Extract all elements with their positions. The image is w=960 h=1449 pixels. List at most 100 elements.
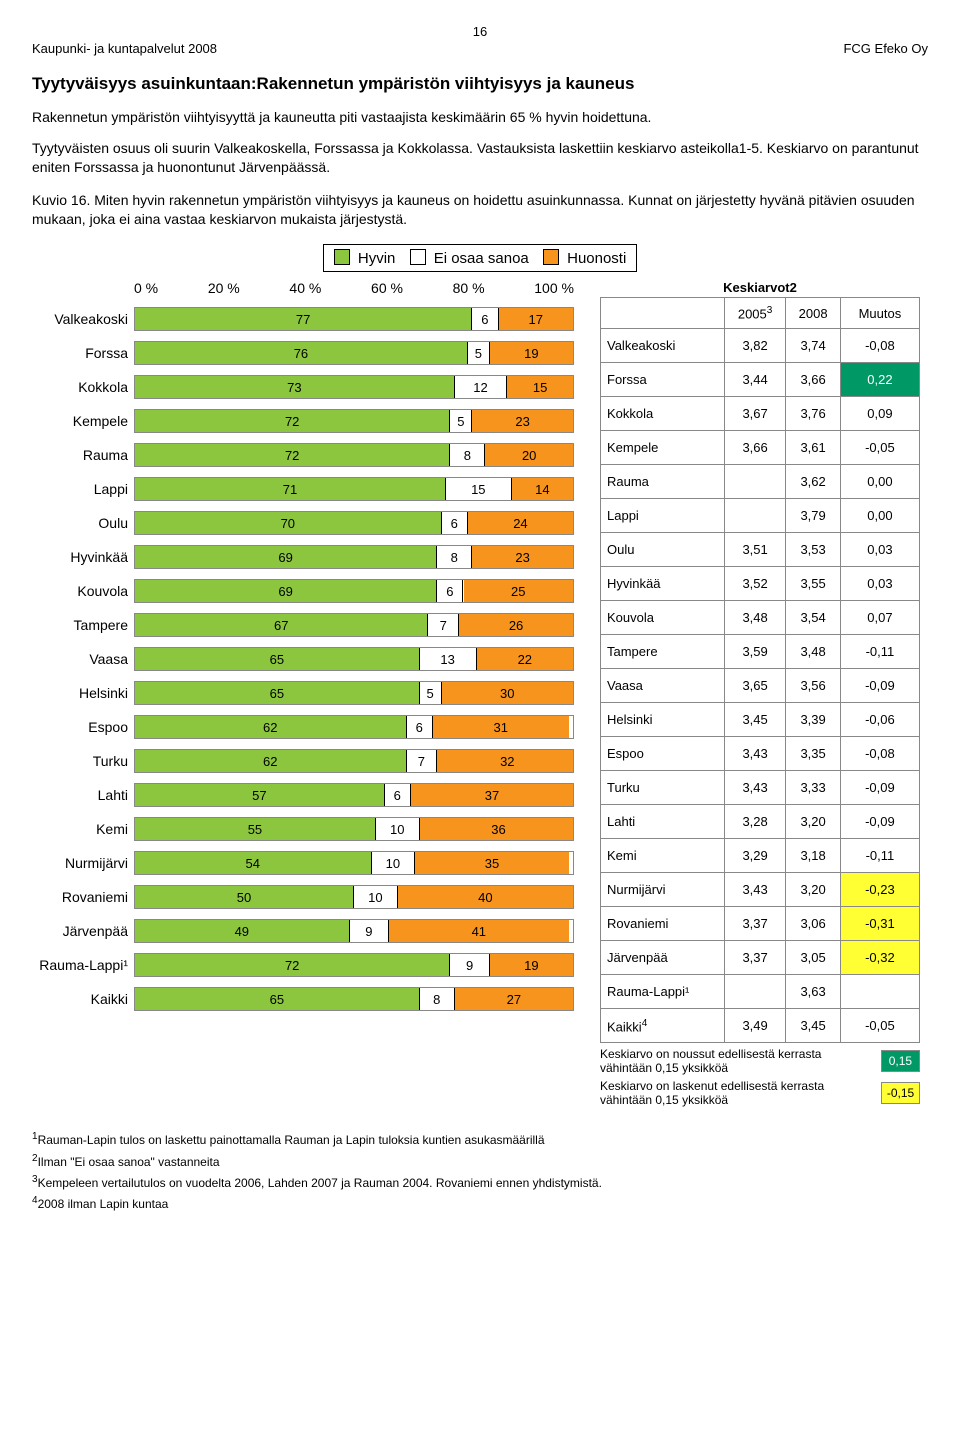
bar-segment: 15 xyxy=(446,478,512,500)
legend-label: Huonosti xyxy=(563,250,626,267)
bar-segment: 9 xyxy=(350,920,389,942)
table-cell: 3,20 xyxy=(786,873,840,907)
bar-segment: 62 xyxy=(135,716,407,738)
table-cell-name: Rauma-Lappi¹ xyxy=(601,975,725,1009)
table-cell: -0,05 xyxy=(840,1009,919,1043)
bar-segment: 17 xyxy=(499,308,573,330)
bar-segment: 6 xyxy=(407,716,433,738)
legend-swatch xyxy=(410,249,426,265)
bar-segment: 65 xyxy=(135,988,420,1010)
table-cell: 3,29 xyxy=(724,839,786,873)
bar-segment: 6 xyxy=(437,580,463,602)
bar-row: Kokkola731215 xyxy=(32,370,592,404)
table-cell: 0,00 xyxy=(840,465,919,499)
table-cell-name: Järvenpää xyxy=(601,941,725,975)
bar-label: Rauma xyxy=(32,447,134,463)
table-cell: 3,05 xyxy=(786,941,840,975)
table-cell: 0,00 xyxy=(840,499,919,533)
intro-p1: Rakennetun ympäristön viihtyisyyttä ja k… xyxy=(32,108,928,127)
table-cell: 3,20 xyxy=(786,805,840,839)
bar-row: Kaikki65827 xyxy=(32,982,592,1016)
table-cell: 3,35 xyxy=(786,737,840,771)
bar-segment: 32 xyxy=(437,750,574,772)
bar-segment: 5 xyxy=(450,410,472,432)
table-col-header: Muutos xyxy=(840,298,919,329)
bar-row: Nurmijärvi541035 xyxy=(32,846,592,880)
table-cell: 3,37 xyxy=(724,941,786,975)
table-cell: 0,22 xyxy=(840,363,919,397)
table-cell: 3,66 xyxy=(786,363,840,397)
table-cell-name: Tampere xyxy=(601,635,725,669)
table-cell: 3,53 xyxy=(786,533,840,567)
bar-track: 501040 xyxy=(134,885,574,909)
bar-segment: 23 xyxy=(472,410,573,432)
bar-segment: 7 xyxy=(428,614,459,636)
table-cell: 3,55 xyxy=(786,567,840,601)
bar-track: 731215 xyxy=(134,375,574,399)
table-cell: 3,59 xyxy=(724,635,786,669)
bar-track: 711514 xyxy=(134,477,574,501)
bar-label: Kokkola xyxy=(32,379,134,395)
bar-segment: 8 xyxy=(450,444,485,466)
bar-track: 49941 xyxy=(134,919,574,943)
table-row: Kokkola3,673,760,09 xyxy=(601,397,920,431)
table-row: Lahti3,283,20-0,09 xyxy=(601,805,920,839)
bar-segment: 72 xyxy=(135,410,450,432)
bar-segment: 36 xyxy=(420,818,574,840)
bar-label: Vaasa xyxy=(32,651,134,667)
table-cell-name: Vaasa xyxy=(601,669,725,703)
table-cell: 3,43 xyxy=(724,737,786,771)
bar-segment: 6 xyxy=(442,512,468,534)
table-title: Keskiarvot xyxy=(723,280,789,295)
bar-label: Espoo xyxy=(32,719,134,735)
table-cell xyxy=(724,499,786,533)
header-right: FCG Efeko Oy xyxy=(843,41,928,56)
footnotes: 1Rauman-Lapin tulos on laskettu painotta… xyxy=(32,1129,928,1214)
table-cell: 3,61 xyxy=(786,431,840,465)
table-cell: 3,67 xyxy=(724,397,786,431)
legend-swatch xyxy=(334,249,350,265)
table-cell-name: Rauma xyxy=(601,465,725,499)
bar-segment: 65 xyxy=(135,648,420,670)
table-cell xyxy=(724,465,786,499)
axis-tick: 60 % xyxy=(371,280,403,296)
table-cell: 3,52 xyxy=(724,567,786,601)
bar-row: Turku62732 xyxy=(32,744,592,778)
footnote: 1Rauman-Lapin tulos on laskettu painotta… xyxy=(32,1129,928,1150)
table-cell: 3,45 xyxy=(786,1009,840,1043)
bar-segment: 57 xyxy=(135,784,385,806)
table-row: Helsinki3,453,39-0,06 xyxy=(601,703,920,737)
bar-segment: 54 xyxy=(135,852,372,874)
table-cell: 3,37 xyxy=(724,907,786,941)
footnote: 2Ilman "Ei osaa sanoa" vastanneita xyxy=(32,1151,928,1172)
bar-segment: 62 xyxy=(135,750,407,772)
bar-segment: 5 xyxy=(420,682,442,704)
table-cell: 3,44 xyxy=(724,363,786,397)
table-cell-name: Oulu xyxy=(601,533,725,567)
bar-segment: 26 xyxy=(459,614,573,636)
bar-segment: 8 xyxy=(420,988,455,1010)
bar-segment: 69 xyxy=(135,546,437,568)
bar-segment: 35 xyxy=(415,852,568,874)
table-cell-name: Kouvola xyxy=(601,601,725,635)
legend-label: Ei osaa sanoa xyxy=(430,250,533,267)
table-cell: -0,08 xyxy=(840,329,919,363)
bar-track: 65530 xyxy=(134,681,574,705)
table-cell: 3,06 xyxy=(786,907,840,941)
table-cell-name: Helsinki xyxy=(601,703,725,737)
stacked-bar-chart: 0 %20 %40 %60 %80 %100 % Valkeakoski7761… xyxy=(32,280,592,1016)
bar-row: Hyvinkää69823 xyxy=(32,540,592,574)
table-row: Nurmijärvi3,433,20-0,23 xyxy=(601,873,920,907)
bar-track: 72919 xyxy=(134,953,574,977)
bar-segment: 50 xyxy=(135,886,354,908)
table-legend-chip: -0,15 xyxy=(881,1082,920,1104)
bar-segment: 25 xyxy=(464,580,574,602)
bar-segment: 55 xyxy=(135,818,376,840)
table-cell: 3,43 xyxy=(724,771,786,805)
bar-track: 651322 xyxy=(134,647,574,671)
bar-track: 57637 xyxy=(134,783,574,807)
table-cell: -0,09 xyxy=(840,805,919,839)
table-cell: -0,08 xyxy=(840,737,919,771)
table-row: Kaikki43,493,45-0,05 xyxy=(601,1009,920,1043)
table-cell-name: Lappi xyxy=(601,499,725,533)
